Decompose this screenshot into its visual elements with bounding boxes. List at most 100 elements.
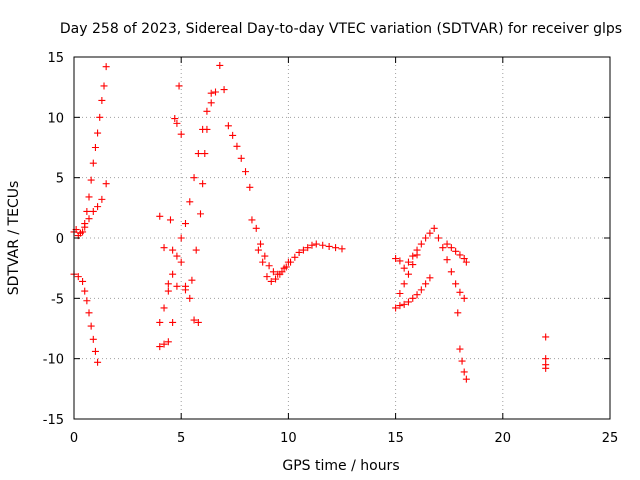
data-point [89,335,97,343]
grid [74,57,610,419]
data-point [164,338,172,346]
data-point [166,216,174,224]
data-point [156,212,164,220]
data-point [87,322,95,330]
data-point [400,264,408,272]
data-point [102,180,110,188]
data-points [70,61,550,383]
data-point [177,130,185,138]
data-point [164,287,172,295]
data-point [76,229,84,237]
data-point [94,358,102,366]
series-arc-h [434,234,468,302]
data-point [229,131,237,139]
data-point [186,198,194,206]
data-point [216,61,224,69]
series-arc-a-rise [70,63,110,240]
data-point [456,251,464,259]
data-point [169,270,177,278]
data-point [192,246,200,254]
data-point [259,258,267,266]
y-tick-label: -10 [43,353,64,368]
data-point [267,277,275,285]
data-point [164,280,172,288]
series-arc-b-scatter [156,82,189,294]
data-point [203,125,211,133]
series-arc-i [443,240,470,266]
data-point [173,252,181,260]
data-point [169,318,177,326]
data-point [233,142,241,150]
series-arc-j [454,309,470,383]
data-point [188,276,196,284]
data-point [430,224,438,232]
data-point [181,220,189,228]
y-tick-label: 0 [56,232,64,247]
y-axis-label: SDTVAR / TECUs [6,181,22,296]
data-point [79,277,87,285]
series-arc-a-low [72,180,110,237]
data-point [319,241,327,249]
data-point [308,241,316,249]
data-point [265,262,273,270]
data-point [542,333,550,341]
data-point [400,280,408,288]
data-point [460,255,468,263]
data-point [94,203,102,211]
y-tick-label: -5 [51,292,64,307]
data-point [201,150,209,158]
y-tick-label: 15 [47,51,64,66]
data-point [284,258,292,266]
series-arc-c-fall [216,61,254,191]
data-point [181,286,189,294]
data-point [156,343,164,351]
data-point [422,280,430,288]
data-point [456,288,464,296]
data-point [396,257,404,265]
data-point [269,268,277,276]
data-point [460,368,468,376]
data-point [263,273,271,281]
data-point [409,252,417,260]
data-point [194,318,202,326]
series-arc-b-low [156,258,202,351]
data-point [338,245,346,253]
data-point [392,255,400,263]
series-arc-d-lower [254,246,292,285]
axis-ticks: 0 5 10 15 20 25 -15 -10 -5 0 5 10 15 [43,51,619,446]
data-point [422,234,430,242]
chart-title: Day 258 of 2023, Sidereal Day-to-day VTE… [60,21,622,37]
data-point [426,274,434,282]
data-point [392,304,400,312]
series-arc-k [542,333,550,372]
x-tick-label: 0 [70,431,78,446]
data-point [404,270,412,278]
data-point [404,258,412,266]
data-point [460,294,468,302]
x-tick-label: 25 [602,431,619,446]
data-point [452,280,460,288]
data-point [542,355,550,363]
data-point [91,347,99,355]
data-point [173,119,181,127]
data-point [456,345,464,353]
data-point [417,286,425,294]
data-point [194,150,202,158]
data-point [83,297,91,305]
data-point [81,223,89,231]
x-tick-label: 15 [387,431,404,446]
data-point [190,316,198,324]
x-tick-label: 20 [495,431,512,446]
data-point [413,251,421,259]
data-point [175,82,183,90]
data-point [443,240,451,248]
data-point [169,246,177,254]
data-point [177,258,185,266]
data-point [443,256,451,264]
data-point [261,252,269,260]
data-point [160,244,168,252]
data-point [462,258,470,266]
data-point [409,294,417,302]
data-point [312,240,320,248]
data-point [98,96,106,104]
